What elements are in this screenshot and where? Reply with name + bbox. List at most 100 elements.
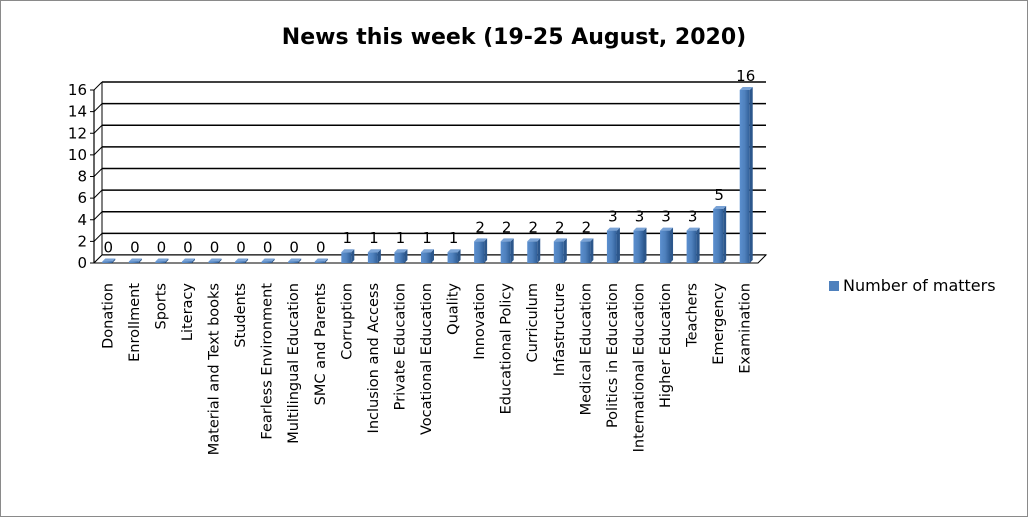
gridline-diag	[93, 211, 103, 221]
gridline-diag	[93, 146, 103, 156]
x-tick-label: SMC and Parents	[313, 283, 329, 405]
x-tick-label: Enrollment	[127, 283, 143, 362]
bar-top	[394, 249, 408, 253]
bar-top	[155, 258, 169, 262]
x-tick-label: International Education	[631, 283, 647, 452]
bar	[394, 252, 405, 263]
bar-top	[580, 238, 594, 242]
gridline-diag	[93, 103, 103, 112]
x-tick-label: Teachers	[685, 283, 701, 348]
bar	[128, 261, 139, 263]
x-tick-label: Corruption	[339, 283, 355, 360]
gridline-diag	[93, 233, 103, 242]
x-tick-label: Emergency	[711, 283, 727, 365]
data-label: 3	[688, 208, 698, 226]
bar	[288, 261, 299, 263]
data-label: 1	[449, 229, 459, 247]
bar-side	[324, 258, 328, 263]
bar-side	[696, 227, 700, 263]
bar-top	[261, 258, 275, 262]
bar-top	[660, 227, 674, 231]
bar-top	[181, 258, 195, 262]
bar	[713, 208, 724, 263]
bar-side	[191, 258, 195, 263]
x-tick-label: Curriculum	[525, 283, 541, 363]
bar	[341, 252, 352, 263]
bar-top	[474, 238, 488, 242]
bar-side	[271, 258, 275, 263]
x-tick-label: Examination	[738, 283, 754, 374]
bar	[606, 230, 617, 263]
bar	[235, 261, 246, 263]
data-label: 2	[528, 218, 538, 236]
gridline-diag	[93, 81, 103, 91]
x-tick-label: Infastructure	[552, 283, 568, 376]
x-tick-label: Donation	[100, 283, 116, 349]
data-label: 1	[396, 229, 406, 247]
bar-top	[686, 227, 700, 231]
data-label: 2	[582, 218, 592, 236]
bar-side	[377, 249, 381, 263]
bar-side	[670, 227, 674, 263]
bar-side	[749, 87, 753, 263]
bar-side	[404, 249, 408, 263]
bar-side	[590, 238, 594, 263]
x-tick-label: Higher Education	[658, 283, 674, 408]
bar-side	[616, 227, 620, 263]
data-label: 0	[104, 239, 114, 257]
x-tick-label: Material and Text books	[207, 283, 223, 455]
legend-entry: Number of matters	[843, 276, 996, 295]
data-label: 0	[183, 239, 193, 257]
bar-side	[431, 249, 434, 263]
data-label: 3	[635, 208, 645, 226]
bar-side	[245, 258, 249, 263]
data-label: 2	[475, 218, 485, 236]
bar-top	[128, 258, 142, 262]
bar	[500, 241, 511, 263]
x-tick-label: Private Education	[392, 283, 408, 410]
y-tick-label: 0	[77, 254, 87, 272]
bar	[102, 261, 113, 263]
x-tick-label: Literacy	[180, 283, 196, 342]
chart-title: News this week (19-25 August, 2020)	[282, 25, 746, 50]
bar-side	[723, 205, 727, 263]
data-label: 0	[157, 239, 167, 257]
data-label: 1	[422, 229, 432, 247]
y-tick-label: 8	[77, 168, 87, 186]
legend: Number of matters	[829, 276, 996, 295]
gridline-diag	[93, 168, 103, 177]
x-tick-label: Quality	[446, 283, 462, 335]
x-tick-label: Politics in Education	[605, 283, 621, 428]
x-tick-label: Inclusion and Access	[366, 283, 382, 433]
y-tick-label: 4	[77, 211, 87, 229]
data-label: 0	[130, 239, 140, 257]
bar-side	[457, 249, 461, 263]
bar	[421, 252, 431, 263]
bar-side	[298, 258, 302, 263]
bar-top	[208, 258, 222, 262]
gridline-diag	[93, 124, 103, 134]
y-tick-label: 10	[68, 146, 87, 164]
bar-top	[102, 258, 116, 262]
bar-top	[447, 249, 461, 253]
bar	[367, 252, 378, 263]
x-tick-label: Vocational Education	[419, 283, 435, 435]
data-label: 2	[502, 218, 512, 236]
data-label: 3	[608, 208, 618, 226]
y-tick-label: 2	[77, 232, 87, 250]
bar-side	[537, 238, 541, 263]
data-label: 0	[316, 239, 326, 257]
x-tick-label: Innovation	[472, 283, 488, 360]
bar-top	[341, 249, 355, 253]
bar-top	[553, 238, 567, 242]
bar-side	[112, 258, 116, 263]
data-label: 16	[736, 67, 755, 85]
x-tick-label: Students	[233, 283, 249, 348]
data-label: 5	[714, 186, 724, 204]
y-tick-label: 14	[68, 103, 87, 121]
y-tick-label: 6	[77, 189, 87, 207]
data-label: 0	[210, 239, 220, 257]
x-tick-label: Medical Education	[578, 283, 594, 415]
bar	[181, 261, 192, 263]
